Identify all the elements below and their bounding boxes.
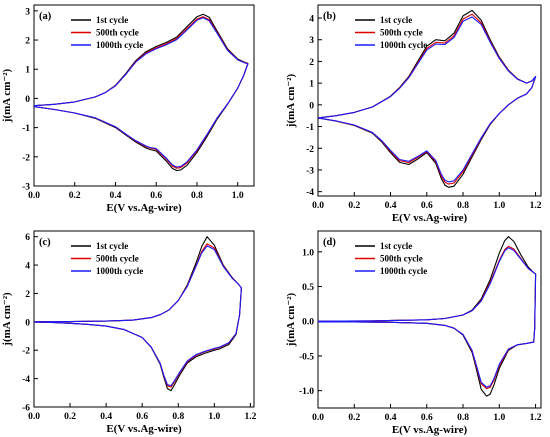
legend-label: 1st cycle xyxy=(380,241,412,251)
x-tick-label: 0.2 xyxy=(69,191,81,201)
y-tick-label: 3 xyxy=(309,36,314,46)
y-tick-label: -4 xyxy=(306,188,314,198)
y-tick-label: -3 xyxy=(22,183,30,193)
legend-label: 1st cycle xyxy=(380,15,412,25)
x-tick-label: 0.6 xyxy=(421,413,433,423)
y-axis-title: j(mA cm⁻²) xyxy=(285,292,297,347)
legend-label: 1000th cycle xyxy=(380,266,427,276)
x-axis-title: E(V vs.Ag-wire) xyxy=(392,424,468,436)
x-tick-label: 0.4 xyxy=(110,191,122,201)
series-line-1 xyxy=(317,236,537,397)
plot-frame xyxy=(317,230,542,409)
x-tick-label: 0.6 xyxy=(421,201,433,211)
x-tick-label: 0.8 xyxy=(172,412,184,422)
x-axis-title: E(V vs.Ag-wire) xyxy=(392,212,468,224)
x-tick-label: 1.2 xyxy=(530,201,542,211)
y-tick-label: 0 xyxy=(25,95,30,105)
y-axis-title: j(mA cm⁻²) xyxy=(1,292,13,347)
panel-b: 0.0 0.2 0.4 0.6 0.8 1.0 1.2 -4 -3 -2 -1 0 1 2 3 4 E(V vs… xyxy=(285,4,542,224)
panel-label: (a) xyxy=(39,11,52,22)
x-axis-title: E(V vs.Ag-wire) xyxy=(106,202,182,214)
y-tick-label: -4 xyxy=(22,375,30,385)
series-line-1 xyxy=(33,13,249,172)
y-tick-label: 2 xyxy=(309,58,314,68)
y-tick-label: -0.5 xyxy=(299,352,314,362)
y-tick-label: 1.0 xyxy=(302,248,314,258)
x-tick-label: 0.8 xyxy=(457,201,469,211)
y-tick-label: -1 xyxy=(306,123,314,133)
legend-label: 500th cycle xyxy=(380,28,423,38)
y-tick-label: -6 xyxy=(22,404,30,414)
series-line-3 xyxy=(317,247,537,388)
plot-frame xyxy=(33,4,255,187)
plot-frame xyxy=(317,4,542,197)
panel-label: (b) xyxy=(323,11,336,22)
y-tick-label: 0 xyxy=(309,101,314,111)
plot-frame xyxy=(33,230,255,408)
x-tick-label: 1.0 xyxy=(493,201,505,211)
y-axis-title: j(mA cm⁻²) xyxy=(1,68,13,123)
legend-label: 500th cycle xyxy=(96,28,139,38)
x-tick-label: 0.6 xyxy=(136,412,148,422)
y-tick-label: -2 xyxy=(22,347,30,357)
panel-label: (c) xyxy=(39,237,51,248)
panel-c: 0.0 0.2 0.4 0.6 0.8 1.0 1.2 -6 -4 -2 0 2 4 6 E(V vs.Ag… xyxy=(1,230,257,435)
x-axis-title: E(V vs.Ag-wire) xyxy=(106,423,182,435)
x-tick-label: 0.8 xyxy=(457,413,469,423)
legend-label: 500th cycle xyxy=(380,254,423,264)
y-tick-label: 1 xyxy=(309,80,314,90)
series-line-3 xyxy=(33,17,249,168)
x-tick-label: 0.4 xyxy=(385,413,397,423)
y-tick-label: 4 xyxy=(25,262,30,272)
y-tick-label: 0 xyxy=(25,318,30,328)
x-tick-label: 0.2 xyxy=(64,412,76,422)
x-tick-label: 0.0 xyxy=(312,201,324,211)
x-tick-label: 0.8 xyxy=(191,191,203,201)
x-tick-label: 0.4 xyxy=(100,412,112,422)
panel-a: 0.0 0.2 0.4 0.6 0.8 1.0 -3 -2 -1 0 1 2 3 E(V vs.Ag-wi… xyxy=(1,4,255,214)
legend-label: 1st cycle xyxy=(96,15,128,25)
y-tick-label: 2 xyxy=(25,290,30,300)
y-tick-label: 1 xyxy=(25,66,30,76)
y-tick-label: -2 xyxy=(22,153,30,163)
legend-label: 1000th cycle xyxy=(96,40,143,50)
y-tick-label: -1.0 xyxy=(299,387,314,397)
y-axis-title: j(mA cm⁻²) xyxy=(285,73,297,128)
x-tick-label: 1.0 xyxy=(208,412,220,422)
legend-label: 1000th cycle xyxy=(380,40,427,50)
x-tick-label: 1.2 xyxy=(530,413,542,423)
x-tick-label: 0.2 xyxy=(348,413,360,423)
x-tick-label: 0.4 xyxy=(385,201,397,211)
y-tick-label: -3 xyxy=(306,166,314,176)
series-line-3 xyxy=(33,245,242,387)
x-tick-label: 1.0 xyxy=(493,413,505,423)
panel-d: 0.0 0.2 0.4 0.6 0.8 1.0 1.2 -1.0 -0.5 0.0 0.5 1.0 E(… xyxy=(285,230,542,436)
y-tick-label: 0.0 xyxy=(302,318,314,328)
x-tick-label: 0.0 xyxy=(28,191,40,201)
x-tick-label: 0.6 xyxy=(150,191,162,201)
series-line-1 xyxy=(317,9,537,188)
legend-label: 1st cycle xyxy=(96,241,128,251)
x-tick-label: 1.2 xyxy=(244,412,256,422)
series-line-3 xyxy=(317,16,537,183)
y-tick-label: 4 xyxy=(309,15,314,25)
y-tick-label: -2 xyxy=(306,145,314,155)
legend-label: 500th cycle xyxy=(96,254,139,264)
y-tick-label: 2 xyxy=(25,37,30,47)
x-tick-label: 0.2 xyxy=(348,201,360,211)
x-tick-label: 0.0 xyxy=(312,413,324,423)
x-tick-label: 1.0 xyxy=(232,191,244,201)
y-tick-label: -1 xyxy=(22,124,30,134)
panel-label: (d) xyxy=(323,237,336,248)
x-tick-label: 0.0 xyxy=(28,412,40,422)
y-tick-label: 0.5 xyxy=(302,283,314,293)
y-tick-label: 3 xyxy=(25,7,30,17)
y-tick-label: 6 xyxy=(25,233,30,243)
legend-label: 1000th cycle xyxy=(96,266,143,276)
